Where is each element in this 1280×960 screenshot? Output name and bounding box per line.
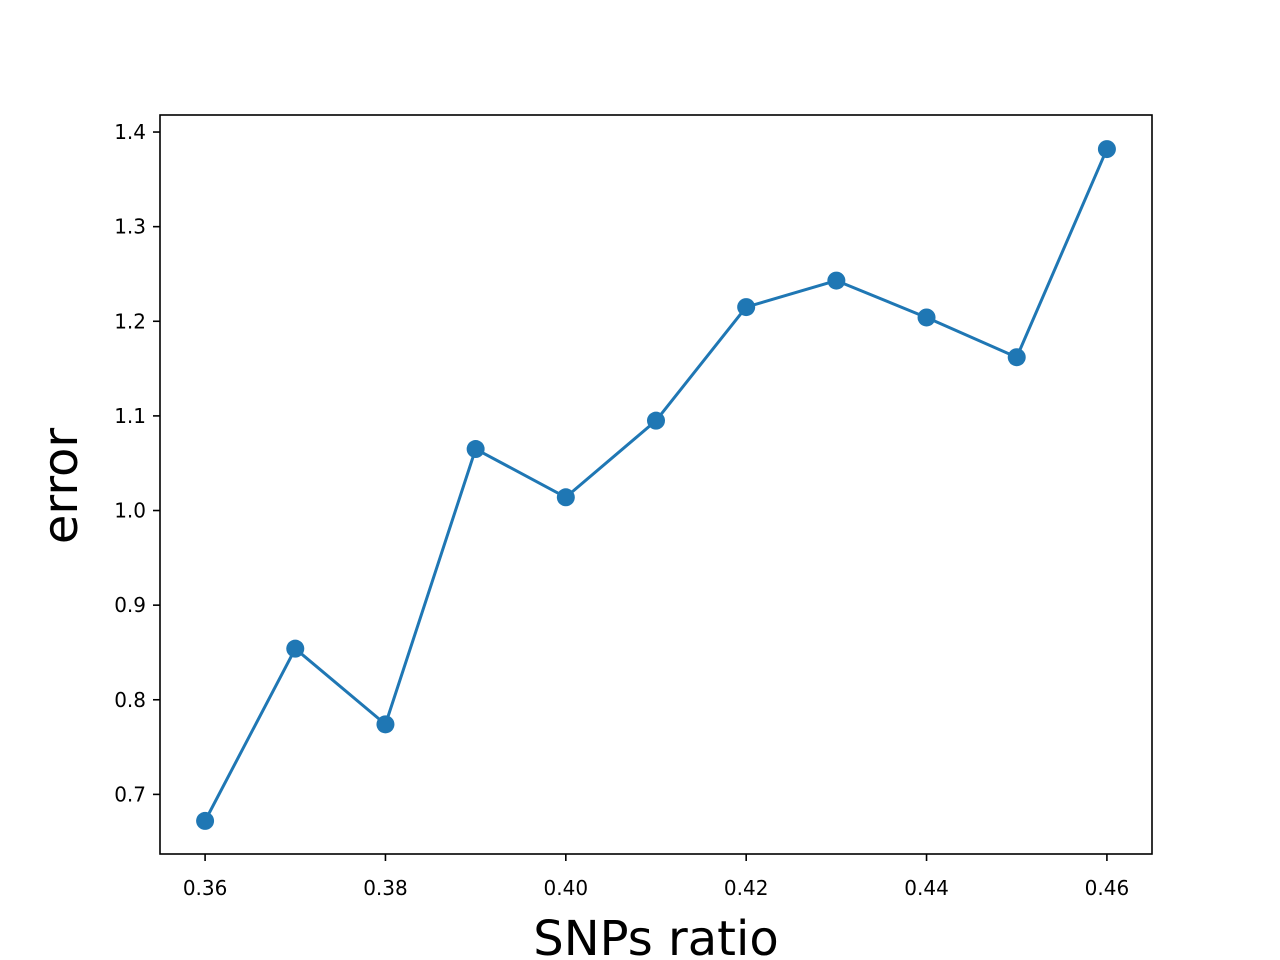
y-tick-label: 1.0 [114,499,146,523]
series-line [203,148,1109,822]
data-point [286,639,305,658]
y-tick-label: 1.1 [114,404,146,428]
x-axis-label: SNPs ratio [533,911,778,960]
y-tick-label: 0.7 [114,782,146,806]
x-tick-label: 0.38 [363,876,408,900]
y-tick-label: 0.8 [114,688,146,712]
data-point [376,715,395,734]
plot-frame [159,114,1153,855]
x-tick-label: 0.44 [904,876,949,900]
data-point [556,488,575,507]
x-tick-label: 0.36 [183,876,228,900]
y-axis-label: error [33,428,89,544]
y-axis-ticks: 0.7 0.8 0.9 1.0 1.1 1.2 1.3 1.4 [114,120,160,806]
x-tick-label: 0.46 [1085,876,1130,900]
data-point [466,440,485,459]
y-tick-label: 1.2 [114,309,146,333]
data-point [647,411,665,430]
y-tick-label: 1.3 [114,215,146,239]
data-point [1007,348,1026,367]
series-layer [196,140,1116,830]
data-point [827,271,846,290]
x-tick-label: 0.42 [724,876,769,900]
y-tick-label: 0.9 [114,593,146,617]
y-tick-label: 1.4 [114,120,146,144]
data-point [196,811,215,830]
data-point [1097,140,1116,159]
data-point [737,298,756,317]
data-point [917,308,936,327]
x-tick-label: 0.40 [544,876,589,900]
x-axis-ticks: 0.36 0.38 0.40 0.42 0.44 0.46 [183,854,1129,900]
